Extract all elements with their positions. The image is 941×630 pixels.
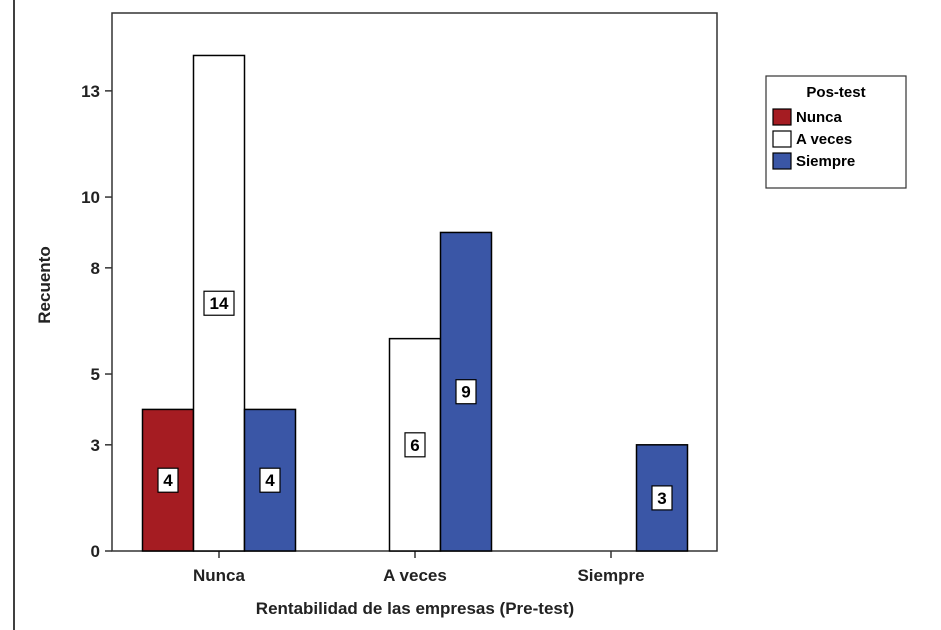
data-label: 3 xyxy=(657,489,666,508)
legend-swatch xyxy=(772,152,792,170)
y-tick-label: 0 xyxy=(91,542,100,561)
data-label: 14 xyxy=(210,294,229,313)
data-label-box xyxy=(259,467,281,493)
x-tick-label: Nunca xyxy=(193,566,246,585)
y-axis: 0 3 5 8 10 13 xyxy=(81,82,112,561)
x-tick-label: A veces xyxy=(383,566,447,585)
legend-swatch xyxy=(772,130,792,148)
legend-item-label: A veces xyxy=(796,131,852,148)
y-tick-label: 13 xyxy=(81,82,100,101)
data-label-box xyxy=(157,467,179,493)
legend: Pos-test Nunca A veces Siempre xyxy=(765,75,907,189)
data-label: 9 xyxy=(461,383,470,402)
y-tick-label: 8 xyxy=(91,259,100,278)
x-tick-label: Siempre xyxy=(577,566,644,585)
data-label-box xyxy=(651,485,673,511)
y-tick-label: 3 xyxy=(91,436,100,455)
legend-item-label: Siempre xyxy=(796,153,855,170)
data-label-box xyxy=(455,379,477,405)
x-axis: Nunca A veces Siempre xyxy=(193,551,645,585)
y-axis-title: Recuento xyxy=(35,246,54,323)
legend-title: Pos-test xyxy=(806,84,865,101)
y-tick-label: 5 xyxy=(91,365,100,384)
data-labels-group: 4 14 4 6 9 3 xyxy=(157,290,673,511)
x-axis-title: Rentabilidad de las empresas (Pre-test) xyxy=(256,599,574,618)
data-label: 6 xyxy=(410,436,419,455)
y-tick-label: 10 xyxy=(81,188,100,207)
data-label-box xyxy=(203,290,235,316)
data-label: 4 xyxy=(163,471,173,490)
legend-item-label: Nunca xyxy=(796,109,843,126)
legend-swatch xyxy=(772,108,792,126)
data-label-box xyxy=(404,432,426,458)
data-label: 4 xyxy=(265,471,275,490)
